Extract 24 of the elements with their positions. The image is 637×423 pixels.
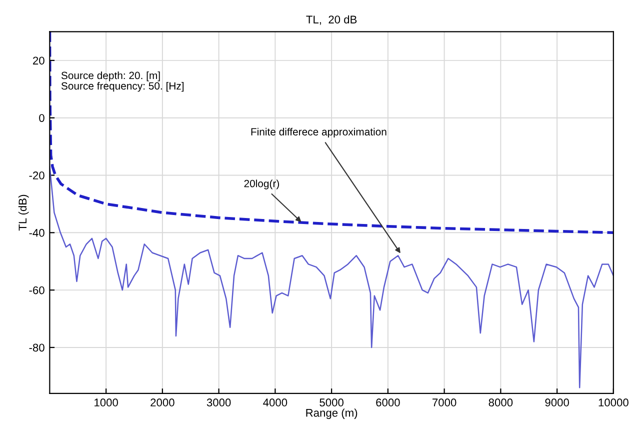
y-tick-label: -40 — [29, 228, 44, 237]
y-tick-label: 20 — [33, 56, 44, 65]
y-tick-label: -20 — [29, 172, 44, 180]
x-tick-label: 3000 — [206, 398, 231, 406]
x-tick-label: 4000 — [263, 398, 288, 406]
x-tick-label: 6000 — [376, 398, 400, 406]
y-tick-label: -80 — [29, 344, 44, 352]
annotation: Source frequency: 50. [Hz] — [61, 82, 184, 92]
annotation: Source depth: 20. [m] — [61, 72, 160, 82]
x-tick-label: 10000 — [598, 398, 628, 406]
x-axis-title: Range (m) — [306, 408, 358, 419]
annotation: 20log(r) — [244, 180, 280, 190]
x-tick-label: 1000 — [94, 398, 118, 406]
y-axis-title: TL (dB) — [18, 194, 29, 231]
annotation: Finite differece approximation — [251, 128, 386, 138]
x-tick-label: 5000 — [320, 398, 344, 406]
y-tick-label: -60 — [29, 286, 44, 294]
x-tick-label: 2000 — [150, 398, 174, 406]
x-tick-label: 8000 — [488, 398, 513, 406]
chart-title: TL, 20 dB — [306, 15, 357, 25]
y-tick-label: 0 — [39, 114, 44, 122]
x-tick-label: 9000 — [545, 398, 569, 406]
line-series — [50, 166, 614, 388]
x-tick-label: 7000 — [432, 398, 456, 406]
